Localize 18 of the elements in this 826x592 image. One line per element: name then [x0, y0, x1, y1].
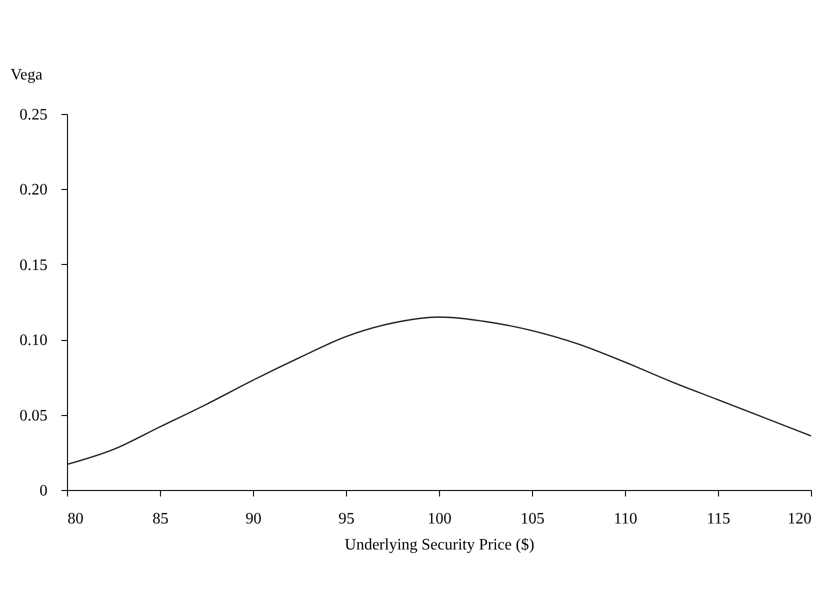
y-tick-label: 0.15 — [20, 256, 48, 274]
x-tick-label: 100 — [428, 510, 452, 528]
y-tick-label: 0.10 — [20, 332, 48, 350]
x-axis-title: Underlying Security Price ($) — [344, 536, 534, 554]
y-tick-label: 0.20 — [20, 182, 48, 199]
y-tick-label: 0.05 — [20, 407, 48, 424]
y-tick-label: 0 — [40, 482, 48, 500]
x-tick-label: 105 — [520, 510, 544, 528]
x-tick-label: 80 — [68, 510, 84, 528]
x-tick-label: 115 — [706, 510, 730, 528]
y-axis-title: Vega — [10, 66, 42, 84]
x-tick-label: 120 — [788, 510, 812, 528]
x-tick-label: 95 — [338, 510, 354, 528]
line-series — [66, 316, 812, 466]
x-tick-label: 90 — [246, 510, 262, 528]
y-tick-label: 0.25 — [20, 106, 48, 124]
x-tick-label: 85 — [152, 510, 168, 528]
x-tick-label: 110 — [614, 510, 638, 528]
